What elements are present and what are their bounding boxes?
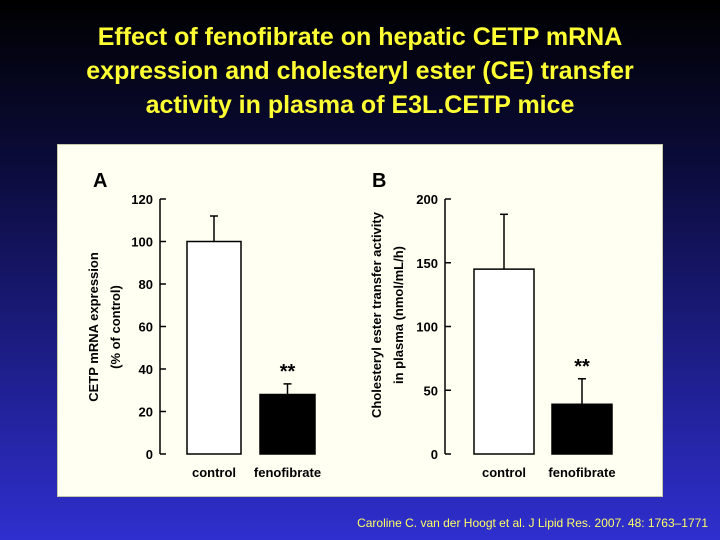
- panel-b-category-label: control: [482, 465, 526, 480]
- panel-b-category-label: fenofibrate: [548, 465, 615, 480]
- panel-b-bar-fenofibrate: [551, 403, 613, 455]
- panel-b-bar-control: [473, 268, 535, 455]
- panel-a-category-label: control: [192, 465, 236, 480]
- panel-a-tick-label: 0: [146, 447, 153, 462]
- citation: Caroline C. van der Hoogt et al. J Lipid…: [357, 516, 708, 530]
- panel-a-ylabel-line-2: (% of control): [108, 285, 123, 369]
- bar-charts: A 0 20 40 60 80 100 120 CETP mRNA expression (% o…: [86, 170, 616, 480]
- panel-b-tick-label: 100: [416, 320, 438, 335]
- panel-a-ylabel-line-1: CETP mRNA expression: [86, 252, 101, 402]
- title-line-2: expression and cholesteryl ester (CE) tr…: [86, 57, 634, 85]
- panel-b-ylabel-line-2: in plasma (nmol/mL/h): [391, 246, 406, 384]
- panel-a-bar-fenofibrate: [259, 393, 316, 455]
- figure-panel: A 0 20 40 60 80 100 120 CETP mRNA expression (% o…: [57, 144, 663, 497]
- panel-b-label: B: [372, 170, 386, 192]
- panel-a-tick-label: 100: [131, 235, 153, 250]
- panel-b-tick-label: 50: [424, 383, 438, 398]
- panel-a-tick-label: 40: [139, 362, 153, 377]
- panel-a-significance-marker: **: [280, 361, 296, 383]
- panel-b-tick-label: 0: [431, 447, 438, 462]
- title-line-3: activity in plasma of E3L.CETP mice: [145, 91, 575, 119]
- panel-a-tick-label: 20: [139, 405, 153, 420]
- title-line-1: Effect of fenofibrate on hepatic CETP mR…: [97, 23, 623, 51]
- slide-title: Effect of fenofibrate on hepatic CETP mR…: [20, 20, 700, 122]
- panel-b-ylabel-line-1: Cholesteryl ester transfer activity: [369, 211, 384, 418]
- panel-b-significance-marker: **: [574, 356, 590, 378]
- panel-b-tick-label: 200: [416, 192, 438, 207]
- panel-a-label: A: [93, 170, 107, 192]
- panel-a-category-label: fenofibrate: [254, 465, 321, 480]
- panel-a-bar-control: [186, 240, 242, 455]
- panel-b-tick-label: 150: [416, 256, 438, 271]
- panel-a-tick-label: 60: [139, 320, 153, 335]
- panel-a-tick-label: 120: [131, 192, 153, 207]
- panel-a-tick-label: 80: [139, 277, 153, 292]
